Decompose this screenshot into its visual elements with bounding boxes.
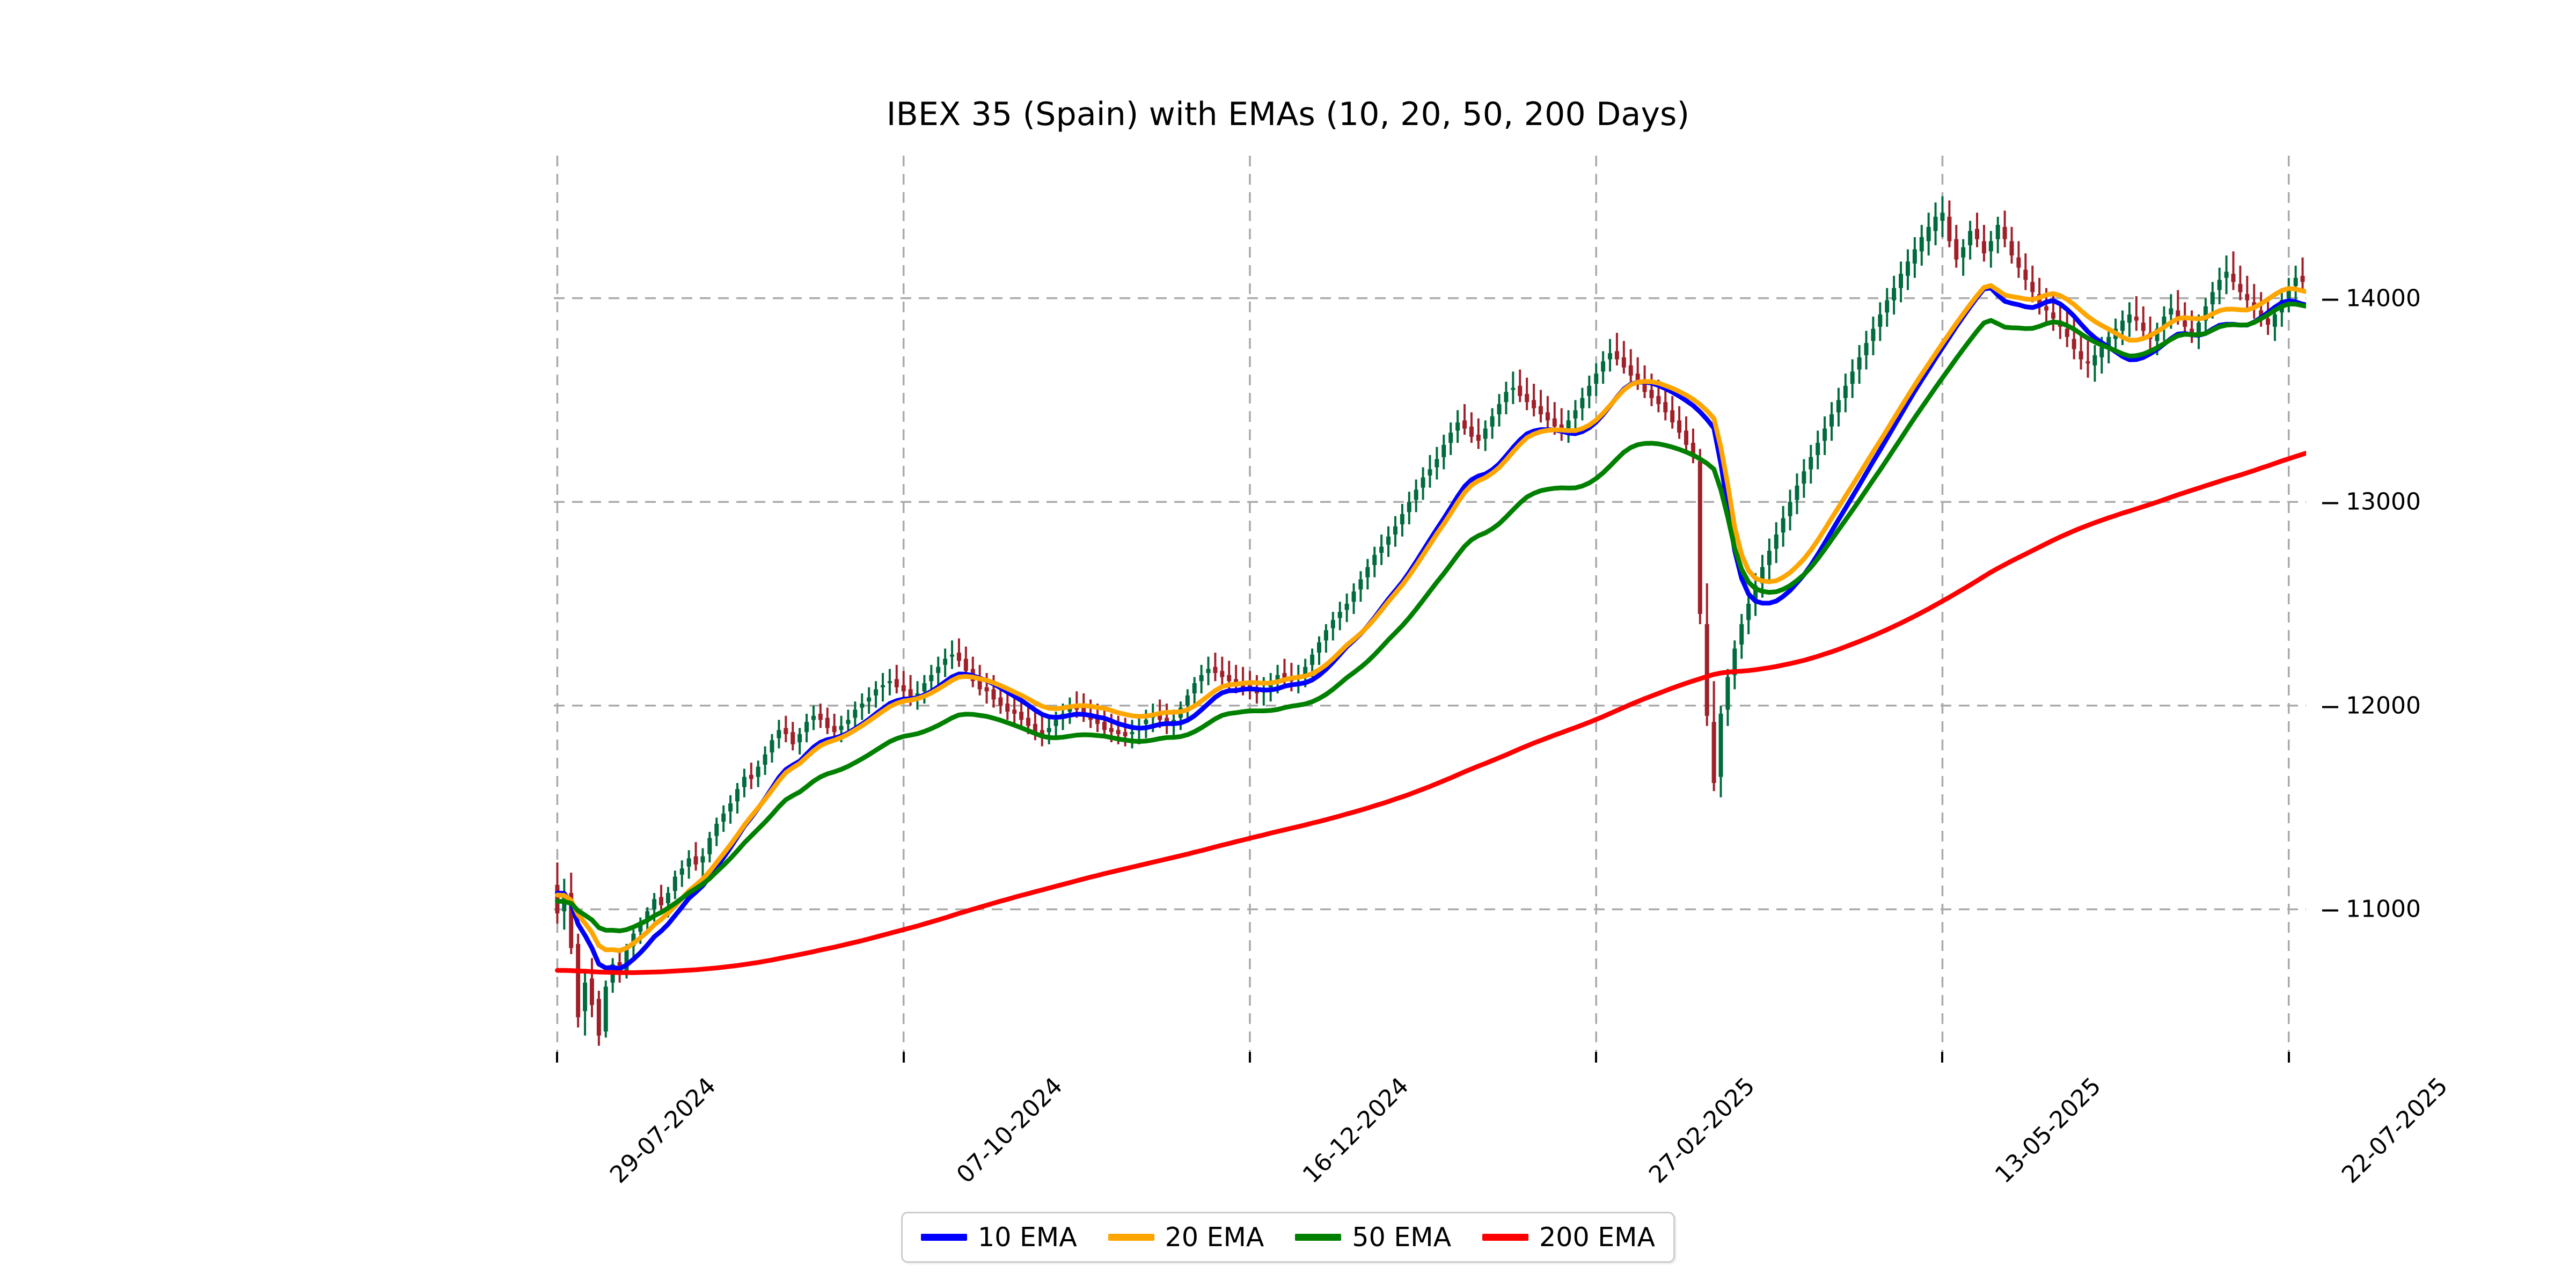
legend-label: 50 EMA <box>1352 1222 1452 1253</box>
legend-item-20-ema[interactable]: 20 EMA <box>1108 1222 1264 1253</box>
y-tick-label: 14000 <box>2322 284 2421 312</box>
x-tick-label: 29-07-2024 <box>605 1072 722 1189</box>
plot-svg <box>554 156 2306 1052</box>
y-tick-text: 13000 <box>2346 488 2421 516</box>
candlesticks <box>555 196 2305 1046</box>
legend-item-10-ema[interactable]: 10 EMA <box>921 1222 1077 1253</box>
legend-item-50-ema[interactable]: 50 EMA <box>1295 1222 1451 1253</box>
x-tick-mark <box>1941 1052 1944 1063</box>
legend-color-swatch <box>921 1234 968 1241</box>
chart-legend: 10 EMA 20 EMA 50 EMA 200 EMA <box>901 1212 1675 1263</box>
x-tick-mark <box>902 1052 905 1063</box>
tick-dash <box>2322 502 2338 504</box>
legend-color-swatch <box>1295 1234 1342 1241</box>
y-tick-text: 12000 <box>2346 692 2421 720</box>
x-tick-mark <box>556 1052 559 1063</box>
x-tick-label: 22-07-2025 <box>2336 1072 2453 1189</box>
tick-dash <box>2322 298 2338 301</box>
x-tick-label: 13-05-2025 <box>1990 1072 2107 1189</box>
y-tick-label: 12000 <box>2322 692 2421 719</box>
legend-color-swatch <box>1108 1234 1154 1241</box>
legend-color-swatch <box>1482 1234 1529 1241</box>
y-tick-label: 13000 <box>2322 488 2421 516</box>
x-tick-label: 16-12-2024 <box>1297 1072 1414 1189</box>
legend-item-200-ema[interactable]: 200 EMA <box>1482 1222 1655 1253</box>
legend-label: 10 EMA <box>978 1222 1077 1253</box>
gridlines <box>554 156 2306 1052</box>
legend-label: 20 EMA <box>1165 1222 1264 1253</box>
ema-line-50-ema <box>555 301 2306 933</box>
x-tick-mark <box>1248 1052 1251 1063</box>
y-tick-text: 11000 <box>2346 895 2421 923</box>
chart-title: IBEX 35 (Spain) with EMAs (10, 20, 50, 2… <box>886 96 1690 133</box>
y-tick-label: 11000 <box>2322 896 2421 923</box>
y-tick-text: 14000 <box>2346 284 2421 312</box>
x-tick-mark <box>1595 1052 1598 1063</box>
legend-label: 200 EMA <box>1539 1222 1655 1253</box>
ema-line-10-ema <box>555 286 2306 971</box>
x-tick-mark <box>2287 1052 2290 1063</box>
ema-line-20-ema <box>555 283 2306 953</box>
tick-dash <box>2322 909 2338 912</box>
tick-dash <box>2322 706 2338 708</box>
x-tick-label: 27-02-2025 <box>1644 1072 1760 1189</box>
ema-line-200-ema <box>555 450 2306 975</box>
plot-area <box>554 156 2306 1052</box>
x-tick-label: 07-10-2024 <box>951 1072 1068 1189</box>
